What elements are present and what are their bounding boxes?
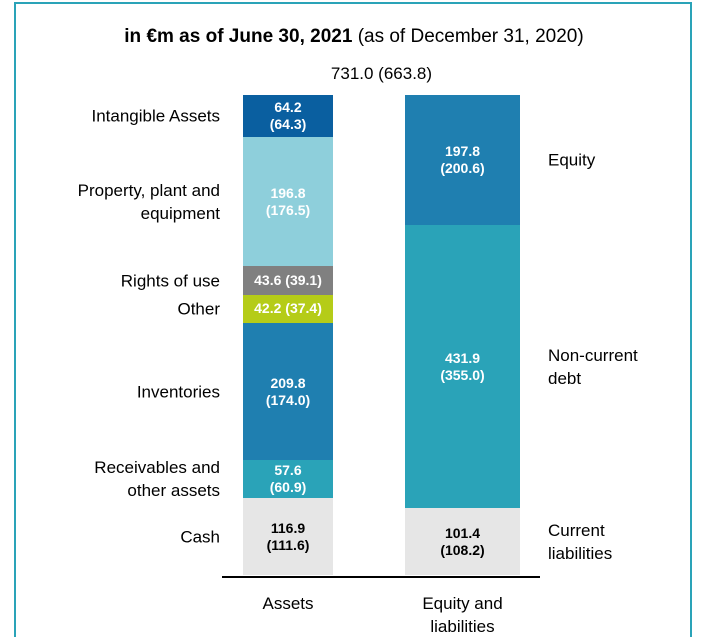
segment-name: Other bbox=[177, 299, 220, 319]
value-label: 197.8 (200.6) bbox=[440, 142, 485, 176]
segment-name: Intangible Assets bbox=[91, 106, 220, 126]
title-main: in €m as of June 30, 2021 bbox=[124, 26, 353, 47]
value-label: 43.6 (39.1) bbox=[254, 272, 322, 289]
value-label: 42.2 (37.4) bbox=[254, 300, 322, 317]
bar-segment: 196.8 (176.5) bbox=[243, 137, 333, 267]
chart-title: in €m as of June 30, 2021 (as of Decembe… bbox=[14, 26, 694, 48]
value-label: 57.6 (60.9) bbox=[269, 462, 307, 496]
value-label: 196.8 (176.5) bbox=[265, 184, 311, 218]
x-tick-label: Assets bbox=[262, 594, 314, 613]
segment-name: Property, plant and equipment bbox=[77, 180, 220, 223]
bar-segment: 431.9 (355.0) bbox=[405, 224, 520, 509]
bar-segment: 116.9 (111.6) bbox=[243, 498, 333, 575]
title-sub: (as of December 31, 2020) bbox=[357, 26, 584, 47]
segment-name: Inventories bbox=[136, 382, 220, 402]
baseline bbox=[222, 576, 540, 578]
frame bbox=[14, 2, 692, 637]
value-label: 101.4 (108.2) bbox=[440, 524, 485, 558]
bar-segment: 57.6 (60.9) bbox=[243, 460, 333, 499]
value-label: 431.9 (355.0) bbox=[440, 349, 485, 383]
value-label: 116.9 (111.6) bbox=[266, 519, 310, 553]
total-label: 731.0 (663.8) bbox=[330, 64, 433, 83]
x-tick-label: Equity and liabilities bbox=[422, 594, 503, 636]
bar-segment: 101.4 (108.2) bbox=[405, 508, 520, 575]
segment-name: Receivables and other assets bbox=[94, 458, 220, 501]
bar-segment: 42.2 (37.4) bbox=[243, 294, 333, 323]
segment-name: Equity bbox=[548, 150, 596, 170]
bar-segment: 197.8 (200.6) bbox=[405, 94, 520, 225]
segment-name: Non-current debt bbox=[548, 345, 638, 388]
segment-name: Current liabilities bbox=[548, 520, 613, 563]
bar-segment: 43.6 (39.1) bbox=[243, 266, 333, 295]
value-label: 209.8 (174.0) bbox=[265, 374, 311, 408]
segment-name: Rights of use bbox=[120, 271, 220, 291]
segment-name: Cash bbox=[180, 527, 220, 547]
value-label: 64.2 (64.3) bbox=[269, 98, 307, 132]
bar-segment: 64.2 (64.3) bbox=[243, 94, 333, 138]
bar-segment: 209.8 (174.0) bbox=[243, 322, 333, 461]
